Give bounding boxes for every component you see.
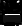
Bar (16, 16, 18, 23)
Bar (8, 11, 10, 12)
Text: a: a (6, 0, 22, 16)
Bar (12, 9, 14, 12)
Text: c: c (0, 0, 19, 9)
Text: B: B (0, 14, 22, 26)
Text: b: b (2, 0, 22, 8)
Bar (12, 20, 14, 23)
Bar (4, 20, 6, 23)
Text: b: b (2, 0, 22, 19)
Bar (8, 16, 10, 23)
Text: a: a (0, 0, 16, 5)
Bar (4, 5, 6, 12)
Text: a: a (0, 0, 20, 16)
Text: A: A (0, 3, 22, 26)
Text: b: b (0, 0, 17, 19)
Text: d: d (6, 0, 22, 11)
